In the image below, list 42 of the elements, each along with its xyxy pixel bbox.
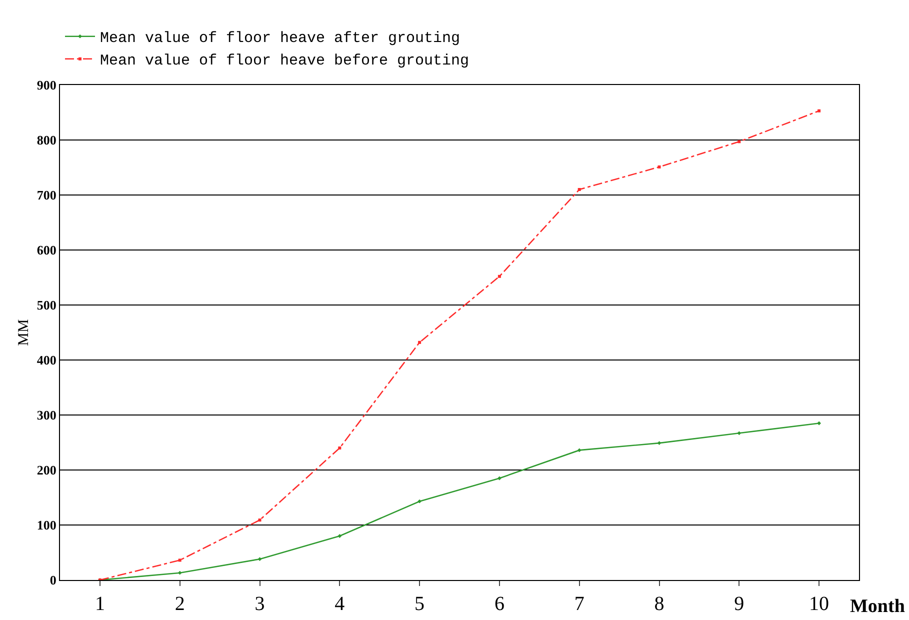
point xyxy=(418,499,422,504)
y-tick-label: 200 xyxy=(36,462,56,478)
y-tick-label: 100 xyxy=(36,518,56,533)
y-tick-label: 700 xyxy=(36,188,56,203)
point xyxy=(738,140,741,144)
point xyxy=(258,557,262,562)
y-tick-label: 300 xyxy=(36,408,56,423)
legend-label: Mean value of floor heave after grouting xyxy=(100,30,460,48)
point xyxy=(578,188,581,191)
point xyxy=(498,274,501,278)
legend-label: Mean value of floor heave before grouting xyxy=(100,52,470,70)
point xyxy=(178,558,182,562)
y-axis-title: MM xyxy=(16,319,32,346)
y-tick-label: 600 xyxy=(36,242,56,258)
point xyxy=(338,534,342,538)
x-tick-label: 1 xyxy=(94,593,105,615)
point xyxy=(418,340,422,344)
point xyxy=(338,446,342,450)
point xyxy=(658,165,661,168)
x-tick-label: 7 xyxy=(574,593,584,615)
x-tick-label: 2 xyxy=(174,593,185,615)
x-tick-label: 9 xyxy=(734,593,744,615)
point xyxy=(817,421,821,426)
point xyxy=(737,431,742,436)
point xyxy=(498,476,502,480)
point xyxy=(818,109,821,112)
x-tick-label: 5 xyxy=(414,593,425,615)
point xyxy=(657,441,662,445)
y-tick-label: 900 xyxy=(36,78,56,93)
point xyxy=(178,570,182,575)
y-tick-label: 500 xyxy=(36,298,56,313)
x-tick-label: 4 xyxy=(334,593,345,615)
y-tick-label: 400 xyxy=(36,352,56,368)
x-tick-label: 3 xyxy=(254,593,265,615)
y-tick-label: 800 xyxy=(36,132,56,148)
x-tick-label: 10 xyxy=(809,593,830,615)
x-axis-title: Month xyxy=(850,596,906,617)
point xyxy=(258,518,262,522)
x-tick-label: 6 xyxy=(494,593,504,615)
point xyxy=(577,448,582,452)
x-tick-label: 8 xyxy=(654,593,664,615)
y-tick-label: 0 xyxy=(50,572,56,588)
